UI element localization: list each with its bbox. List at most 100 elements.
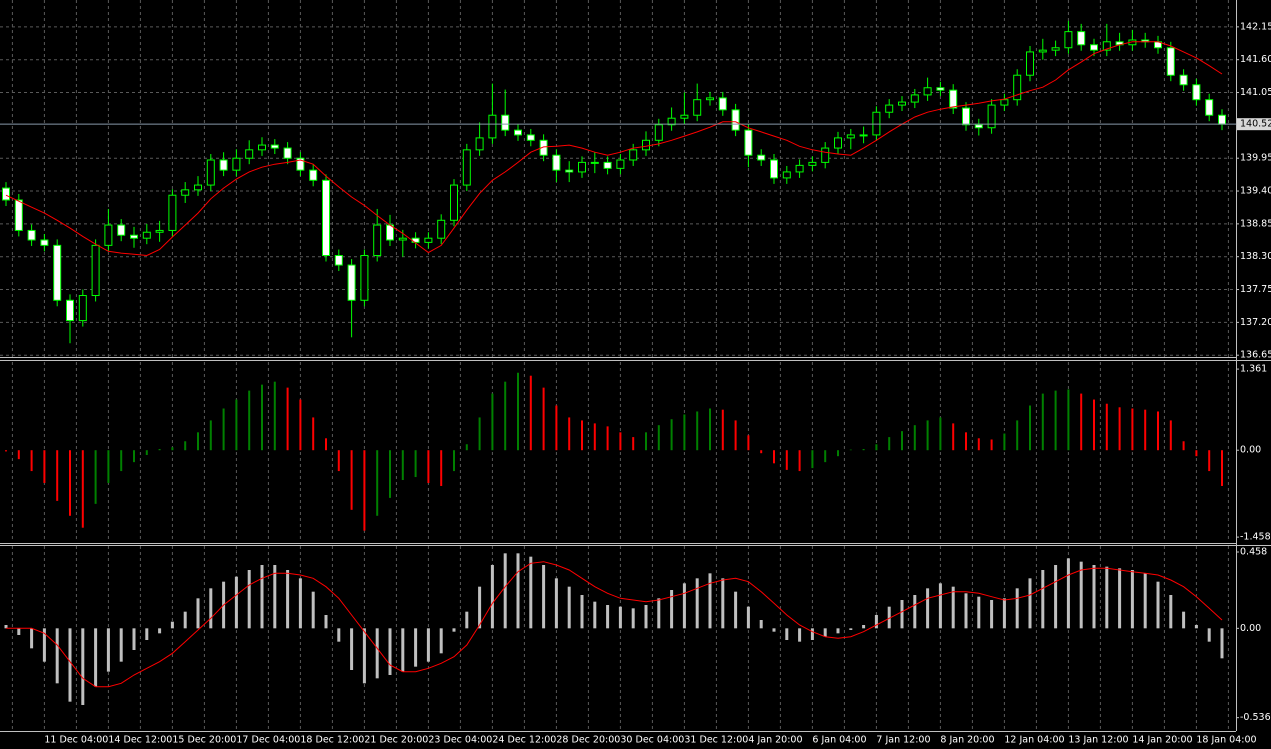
oscillator-bar xyxy=(1144,409,1147,451)
candle-body xyxy=(258,144,266,151)
oscillator-bar xyxy=(1054,390,1057,451)
oscillator-bar xyxy=(1029,405,1031,451)
oscillator-bar xyxy=(811,450,814,469)
y-tick-label: 0.00 xyxy=(1240,623,1261,634)
candle-body xyxy=(424,237,433,243)
candle-body xyxy=(616,159,625,169)
macd-bar xyxy=(887,606,891,629)
oscillator-bar xyxy=(94,450,97,504)
macd-bar xyxy=(734,591,738,629)
candle-body xyxy=(603,161,612,169)
candle-body xyxy=(168,194,177,231)
oscillator-bar xyxy=(1208,450,1211,472)
candle-body xyxy=(744,129,753,156)
oscillator-bar xyxy=(1105,403,1108,451)
candle-body xyxy=(1166,47,1175,76)
candle-body xyxy=(360,255,369,301)
candle-body xyxy=(1218,114,1226,125)
macd-bar xyxy=(170,621,174,629)
macd-bar xyxy=(644,605,648,629)
macd-bar xyxy=(81,628,85,705)
macd-bar xyxy=(1143,573,1147,629)
candle-body xyxy=(1192,84,1201,101)
oscillator-bar xyxy=(1118,407,1121,451)
oscillator-bar xyxy=(862,449,865,451)
oscillator-bar xyxy=(299,399,302,451)
candle-body xyxy=(578,161,586,173)
x-tick-label: 24 Dec 12:00 xyxy=(492,735,556,746)
candle-body xyxy=(373,224,382,257)
candle-body xyxy=(898,101,906,106)
macd-bar xyxy=(42,628,46,662)
oscillator-bar xyxy=(273,381,276,451)
candle-body xyxy=(1026,51,1034,76)
candle-body xyxy=(962,107,970,126)
candle-body xyxy=(718,97,727,111)
oscillator-bar xyxy=(222,408,225,451)
y-tick-label: 136.65 xyxy=(1240,350,1271,361)
candle-body xyxy=(78,295,87,322)
candle-body xyxy=(14,199,23,231)
macd-bar xyxy=(1066,558,1070,629)
y-tick-label: 139.95 xyxy=(1240,153,1271,164)
candle-body xyxy=(526,134,535,141)
oscillator-bar xyxy=(81,450,84,528)
y-tick-label: 142.15 xyxy=(1240,21,1271,32)
macd-bar xyxy=(708,573,712,629)
x-tick-label: 14 Jan 20:00 xyxy=(1132,735,1192,746)
candle-body xyxy=(386,224,394,241)
oscillator-bar xyxy=(785,450,788,470)
y-tick-label: 137.75 xyxy=(1240,284,1271,295)
candle-body xyxy=(821,147,830,163)
macd-bar xyxy=(580,595,584,629)
macd-bar xyxy=(1105,566,1109,629)
candle-body xyxy=(130,234,138,239)
candle-body xyxy=(322,179,330,257)
candle-body xyxy=(181,189,190,196)
candle-body xyxy=(104,224,113,246)
macd-bar xyxy=(823,628,827,637)
oscillator-bar xyxy=(401,450,404,481)
macd-bar xyxy=(426,628,430,662)
oscillator-bar xyxy=(721,409,724,451)
oscillator-bar xyxy=(977,438,980,451)
macd-bar xyxy=(337,628,341,642)
y-tick-label: 139.40 xyxy=(1240,186,1271,197)
macd-bar xyxy=(810,628,814,640)
macd-bar xyxy=(900,600,904,629)
signal-line xyxy=(6,561,1223,688)
oscillator-bar xyxy=(1080,393,1083,451)
macd-bar xyxy=(542,565,546,629)
macd-bar xyxy=(1054,565,1058,629)
candle-body xyxy=(808,161,817,166)
candle-body xyxy=(1051,47,1060,51)
oscillator-bar xyxy=(1157,411,1159,451)
macd-bar xyxy=(1041,570,1045,629)
candle-body xyxy=(987,104,996,129)
candle-body xyxy=(142,231,151,239)
candle-body xyxy=(629,149,638,161)
macd-bar xyxy=(926,588,930,629)
candle-body xyxy=(501,114,510,131)
candle-body xyxy=(936,87,945,91)
oscillator-bar xyxy=(337,450,340,472)
x-tick-label: 30 Dec 04:00 xyxy=(620,735,684,746)
candle-body xyxy=(347,264,356,301)
y-tick-label: 141.05 xyxy=(1240,87,1271,98)
oscillator-bar xyxy=(286,387,289,451)
macd-bar xyxy=(1079,561,1083,629)
candle-body xyxy=(488,114,497,139)
candle-body xyxy=(514,129,522,136)
macd-bar xyxy=(606,605,610,629)
candle-body xyxy=(539,139,548,156)
candle-body xyxy=(206,159,215,186)
candle-body xyxy=(590,161,599,164)
current-price-box xyxy=(1237,118,1271,131)
candle-body xyxy=(1205,99,1214,116)
macd-bar xyxy=(977,596,981,629)
candle-body xyxy=(910,94,919,103)
oscillator-bar xyxy=(1016,420,1019,451)
oscillator-bar xyxy=(261,384,263,451)
macd-bar xyxy=(298,578,302,629)
x-tick-label: 28 Dec 20:00 xyxy=(556,735,620,746)
